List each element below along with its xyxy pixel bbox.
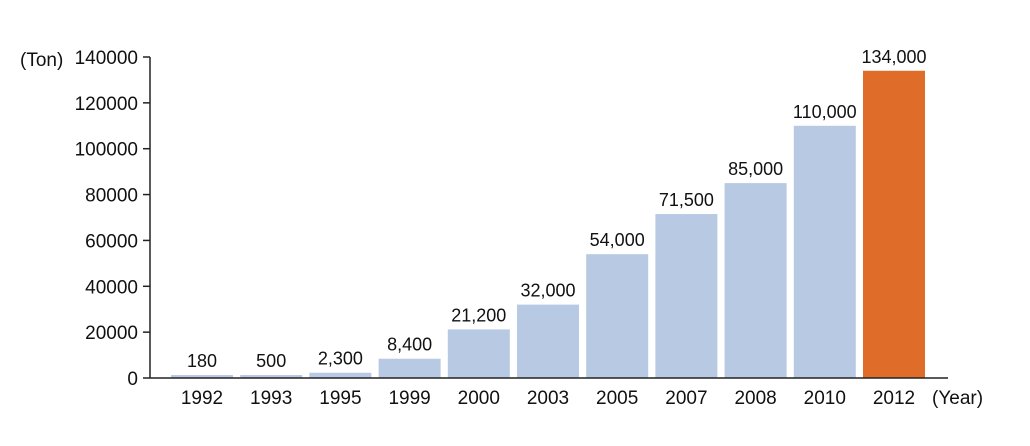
x-tick-label-1999: 1999 bbox=[388, 388, 430, 409]
y-axis-ticks: 0 20000 40000 60000 80000 100000 120000 140000 bbox=[75, 48, 150, 390]
x-unit-label: (Year) bbox=[932, 388, 983, 409]
data-label-2007: 71,500 bbox=[659, 190, 714, 210]
x-tick-label-2005: 2005 bbox=[596, 388, 638, 409]
data-label-2003: 32,000 bbox=[520, 281, 575, 301]
bar-2007 bbox=[655, 214, 718, 378]
data-label-2005: 54,000 bbox=[590, 230, 645, 250]
x-tick-label-2012: 2012 bbox=[873, 388, 915, 409]
bar-2003 bbox=[517, 304, 579, 378]
x-tick-label-2000: 2000 bbox=[458, 388, 500, 409]
y-unit-label: (Ton) bbox=[20, 50, 63, 71]
x-tick-label-2008: 2008 bbox=[734, 388, 776, 409]
x-tick-label-2007: 2007 bbox=[665, 388, 707, 409]
y-tick-label: 60000 bbox=[85, 231, 138, 252]
y-tick-label: 100000 bbox=[75, 140, 138, 161]
bar-2008 bbox=[724, 183, 787, 378]
data-label-2010: 110,000 bbox=[793, 102, 857, 122]
y-tick-label: 0 bbox=[127, 369, 138, 390]
y-tick-label: 120000 bbox=[75, 94, 138, 115]
x-tick-label-1992: 1992 bbox=[181, 388, 223, 409]
bar-2005 bbox=[586, 254, 649, 378]
y-tick-label: 80000 bbox=[85, 186, 138, 207]
bar-1995 bbox=[309, 372, 372, 378]
data-label-1999: 8,400 bbox=[387, 335, 432, 355]
x-axis-labels: 1992 1993 1995 1999 2000 2003 2005 2007 2008 2010… bbox=[181, 388, 915, 409]
y-tick-label: 40000 bbox=[85, 277, 138, 298]
x-tick-label-2003: 2003 bbox=[527, 388, 569, 409]
data-label-1995: 2,300 bbox=[318, 349, 363, 369]
data-label-2000: 21,200 bbox=[451, 305, 506, 325]
data-label-1993: 500 bbox=[256, 351, 286, 371]
x-tick-label-1995: 1995 bbox=[319, 388, 361, 409]
data-labels: 180 500 2,300 8,400 21,200 32,000 54,000 71,500… bbox=[187, 47, 927, 371]
data-label-2012: 134,000 bbox=[861, 47, 926, 67]
data-label-2008: 85,000 bbox=[728, 159, 783, 179]
x-tick-label-1993: 1993 bbox=[250, 388, 292, 409]
bar-1992 bbox=[171, 375, 233, 378]
bar-2012 bbox=[863, 70, 925, 378]
bars bbox=[171, 70, 925, 379]
x-tick-label-2010: 2010 bbox=[804, 388, 846, 409]
bar-2010 bbox=[793, 125, 856, 379]
y-tick-label: 20000 bbox=[85, 323, 138, 344]
y-tick-label: 140000 bbox=[75, 48, 138, 69]
bar-1999 bbox=[378, 358, 441, 378]
data-label-1992: 180 bbox=[187, 351, 217, 371]
bar-1993 bbox=[240, 375, 303, 378]
bar-2000 bbox=[447, 329, 510, 378]
